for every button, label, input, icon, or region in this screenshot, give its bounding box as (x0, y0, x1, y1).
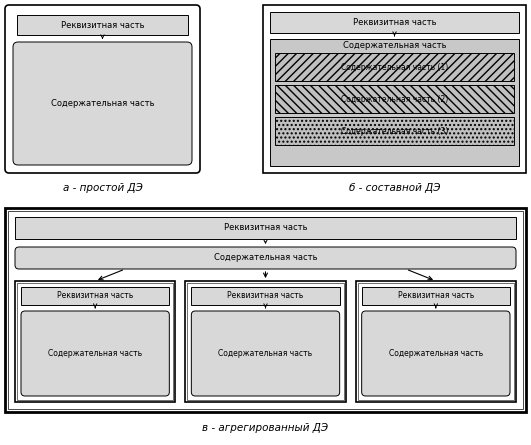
Bar (17, 283, 173, 400)
Text: а - простой ДЭ: а - простой ДЭ (63, 183, 142, 193)
Bar (275, 117, 514, 145)
FancyBboxPatch shape (15, 247, 516, 269)
Text: Содержательная часть (2): Содержательная часть (2) (341, 94, 448, 104)
Bar (187, 283, 344, 400)
Text: Содержательная часть: Содержательная часть (389, 349, 483, 358)
FancyBboxPatch shape (5, 5, 200, 173)
Bar (17, 15, 188, 35)
FancyBboxPatch shape (21, 311, 169, 396)
Bar (15, 281, 175, 402)
Bar (8, 211, 523, 409)
Bar (362, 287, 510, 305)
Bar (356, 281, 516, 402)
Bar (275, 85, 514, 113)
Text: Содержательная часть (3): Содержательная часть (3) (341, 126, 448, 135)
Text: Содержательная часть: Содержательная часть (218, 349, 313, 358)
Bar (185, 281, 346, 402)
Text: Содержательная часть: Содержательная часть (51, 99, 154, 108)
Bar (191, 287, 340, 305)
Text: Содержательная часть: Содержательная часть (342, 41, 446, 50)
Text: Содержательная часть (1): Содержательная часть (1) (341, 62, 448, 72)
FancyBboxPatch shape (13, 42, 192, 165)
Bar (270, 39, 519, 166)
FancyBboxPatch shape (362, 311, 510, 396)
Text: Реквизитная часть: Реквизитная часть (61, 20, 144, 29)
Text: Реквизитная часть: Реквизитная часть (398, 291, 474, 300)
Text: б - составной ДЭ: б - составной ДЭ (349, 183, 440, 193)
Bar (5, 208, 526, 412)
Text: Реквизитная часть: Реквизитная часть (57, 291, 133, 300)
Text: Содержательная часть: Содержательная часть (48, 349, 142, 358)
Bar (270, 12, 519, 33)
Text: Реквизитная часть: Реквизитная часть (227, 291, 304, 300)
Text: Реквизитная часть: Реквизитная часть (224, 223, 307, 232)
Text: Содержательная часть: Содержательная часть (214, 254, 317, 263)
Bar (15, 217, 516, 239)
Text: в - агрегированный ДЭ: в - агрегированный ДЭ (202, 423, 329, 433)
Bar (21, 287, 169, 305)
Bar (275, 53, 514, 81)
FancyBboxPatch shape (191, 311, 340, 396)
Bar (263, 5, 526, 173)
Text: Реквизитная часть: Реквизитная часть (353, 18, 436, 27)
Bar (358, 283, 514, 400)
